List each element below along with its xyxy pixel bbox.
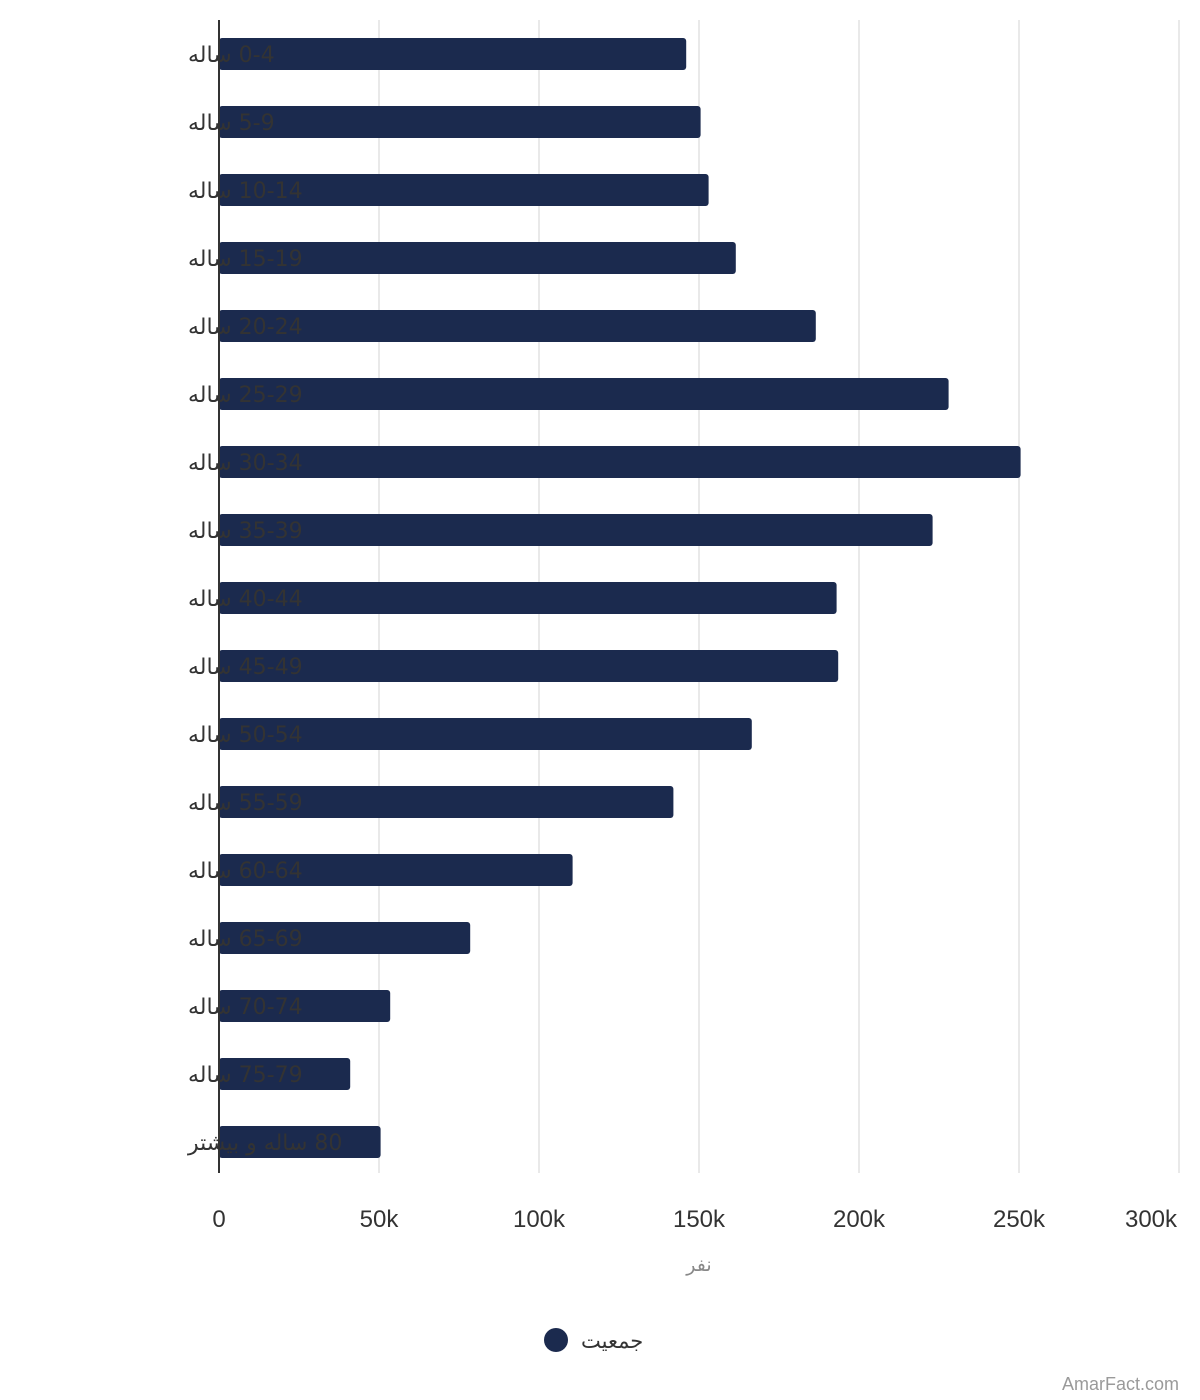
x-tick-labels: 0 50k 100k 150k 200k 250k 300k xyxy=(212,1206,1178,1233)
bar[interactable] xyxy=(219,990,391,1022)
bar[interactable] xyxy=(219,650,839,682)
x-tick-label: 50k xyxy=(360,1206,400,1233)
bar[interactable] xyxy=(219,174,709,206)
bar[interactable] xyxy=(219,786,674,818)
bar[interactable] xyxy=(219,854,573,886)
category-labels: 0-4 ساله 5-9 ساله 10-14 ساله 15-19 ساله 20-2… xyxy=(187,43,342,1156)
bar[interactable] xyxy=(219,242,736,274)
bar-series xyxy=(219,38,1021,1158)
x-tick-label: 100k xyxy=(513,1206,566,1233)
category-label: 75-79 ساله xyxy=(188,1063,303,1088)
category-label: 45-49 ساله xyxy=(188,655,303,680)
category-label: 25-29 ساله xyxy=(188,383,303,408)
bar[interactable] xyxy=(219,38,687,70)
x-tick-label: 250k xyxy=(993,1206,1046,1233)
bar[interactable] xyxy=(219,378,949,410)
category-label: 40-44 ساله xyxy=(188,587,303,612)
bar[interactable] xyxy=(219,446,1021,478)
category-label: 50-54 ساله xyxy=(188,723,303,748)
category-label: 15-19 ساله xyxy=(188,247,303,272)
bar[interactable] xyxy=(219,514,933,546)
x-tick-label: 0 xyxy=(212,1206,225,1233)
watermark: AmarFact.com xyxy=(1062,1374,1179,1394)
category-label: 35-39 ساله xyxy=(188,519,303,544)
category-label: 65-69 ساله xyxy=(188,927,303,952)
legend-marker xyxy=(544,1328,568,1352)
x-tick-label: 200k xyxy=(833,1206,886,1233)
bar[interactable] xyxy=(219,582,837,614)
category-label: 30-34 ساله xyxy=(188,451,303,476)
bar[interactable] xyxy=(219,106,701,138)
x-axis-title: نفر xyxy=(685,1254,711,1276)
category-label: 0-4 ساله xyxy=(188,43,275,68)
bar[interactable] xyxy=(219,310,816,342)
category-label: 80 ساله و بیشتر xyxy=(187,1131,342,1156)
bar[interactable] xyxy=(219,1126,381,1158)
category-label: 55-59 ساله xyxy=(188,791,303,816)
x-tick-label: 300k xyxy=(1125,1206,1178,1233)
category-label: 70-74 ساله xyxy=(188,995,303,1020)
category-label: 60-64 ساله xyxy=(188,859,303,884)
bar[interactable] xyxy=(219,1058,351,1090)
x-tick-label: 150k xyxy=(673,1206,726,1233)
bar[interactable] xyxy=(219,718,752,750)
category-label: 10-14 ساله xyxy=(188,179,303,204)
legend[interactable]: جمعیت xyxy=(544,1328,643,1353)
legend-label: جمعیت xyxy=(581,1329,643,1353)
category-label: 20-24 ساله xyxy=(188,315,303,340)
bar[interactable] xyxy=(219,922,471,954)
category-label: 5-9 ساله xyxy=(188,111,275,136)
